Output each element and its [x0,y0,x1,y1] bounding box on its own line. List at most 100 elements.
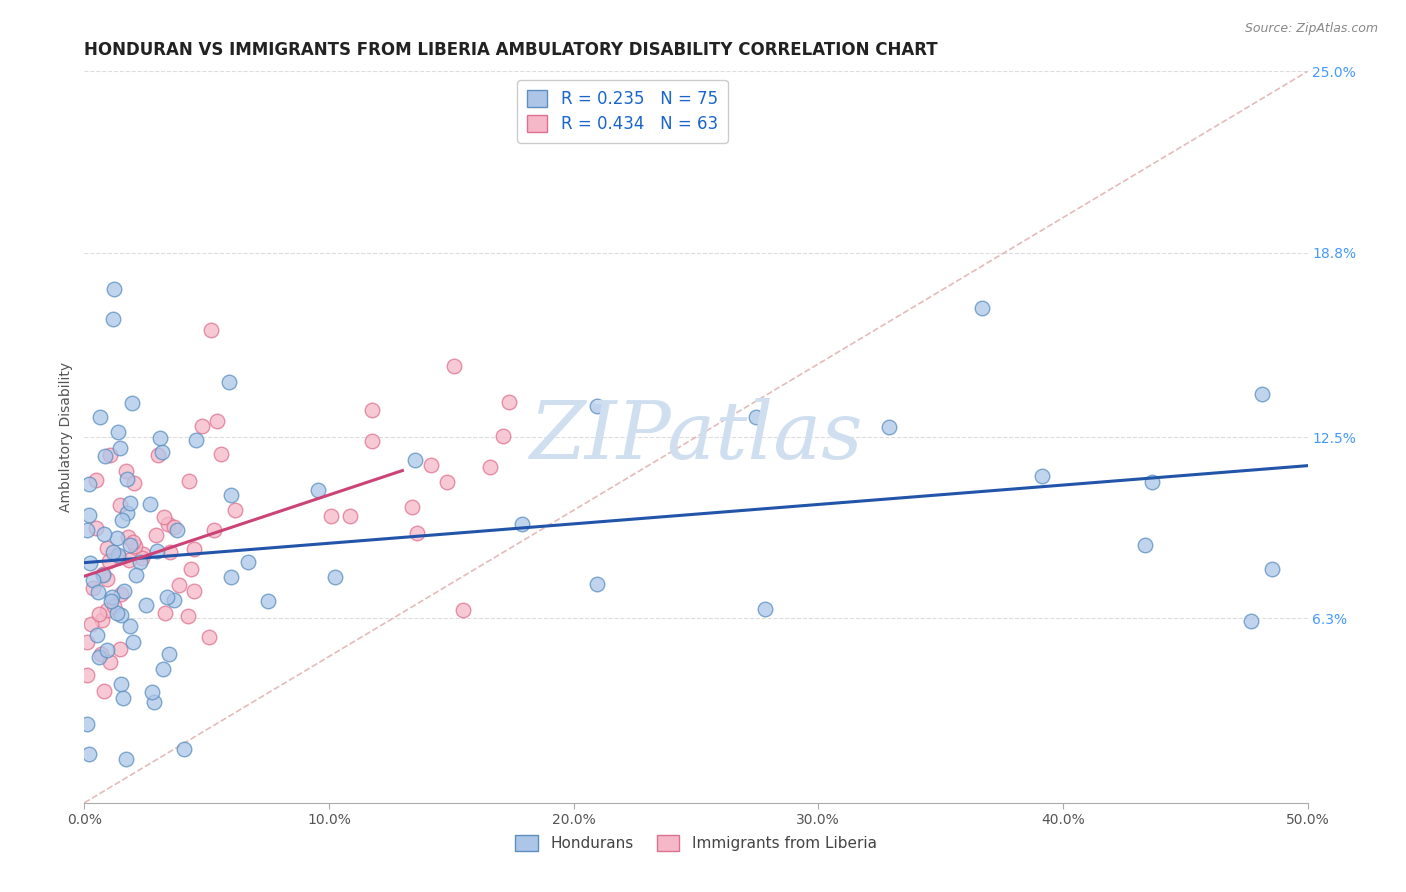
Immigrants from Liberia [498,395,520,409]
Immigrants from Liberia [96,603,118,617]
Hondurans [87,584,110,599]
Immigrants from Liberia [131,547,153,561]
Immigrants from Liberia [197,630,219,644]
Hondurans [139,497,162,511]
Hondurans [173,742,195,756]
Hondurans [105,531,128,545]
Text: ZIPatlas: ZIPatlas [529,399,863,475]
Immigrants from Liberia [361,403,384,417]
Immigrants from Liberia [84,473,107,487]
Hondurans [404,452,426,467]
Immigrants from Liberia [419,458,441,472]
Immigrants from Liberia [96,572,118,586]
Immigrants from Liberia [96,541,118,555]
Immigrants from Liberia [110,587,132,601]
Immigrants from Liberia [80,617,103,632]
Hondurans [101,545,124,559]
Immigrants from Liberia [114,464,136,478]
Immigrants from Liberia [436,475,458,490]
Immigrants from Liberia [86,521,108,535]
Hondurans [89,409,111,424]
Hondurans [218,376,240,390]
Hondurans [157,647,180,661]
Immigrants from Liberia [209,447,232,461]
Hondurans [754,602,776,616]
Hondurans [79,556,101,570]
Immigrants from Liberia [117,530,139,544]
Immigrants from Liberia [159,545,181,559]
Hondurans [118,618,141,632]
Immigrants from Liberia [207,414,229,428]
Hondurans [1140,475,1163,490]
Hondurans [149,431,172,445]
Immigrants from Liberia [153,510,176,524]
Hondurans [115,472,138,486]
Immigrants from Liberia [117,553,139,567]
Immigrants from Liberia [122,535,145,549]
Hondurans [115,506,138,520]
Immigrants from Liberia [177,608,200,623]
Immigrants from Liberia [339,509,361,524]
Hondurans [93,567,115,582]
Hondurans [152,663,174,677]
Hondurans [110,676,132,690]
Immigrants from Liberia [202,524,225,538]
Hondurans [129,555,152,569]
Hondurans [586,399,609,413]
Immigrants from Liberia [177,474,200,488]
Immigrants from Liberia [406,525,429,540]
Immigrants from Liberia [183,541,205,556]
Hondurans [77,508,100,522]
Immigrants from Liberia [76,668,98,682]
Immigrants from Liberia [321,509,343,524]
Hondurans [76,523,98,537]
Immigrants from Liberia [131,551,153,566]
Immigrants from Liberia [98,448,121,462]
Hondurans [82,573,104,587]
Hondurans [184,434,207,448]
Immigrants from Liberia [100,655,122,669]
Hondurans [156,590,179,604]
Immigrants from Liberia [224,503,246,517]
Hondurans [135,599,157,613]
Hondurans [96,643,118,657]
Hondurans [1133,538,1156,552]
Hondurans [586,577,609,591]
Hondurans [256,593,278,607]
Hondurans [142,694,165,708]
Hondurans [100,593,122,607]
Immigrants from Liberia [443,359,465,374]
Hondurans [112,584,135,599]
Hondurans [150,445,173,459]
Hondurans [1031,468,1053,483]
Immigrants from Liberia [191,419,214,434]
Hondurans [87,649,110,664]
Text: Source: ZipAtlas.com: Source: ZipAtlas.com [1244,22,1378,36]
Immigrants from Liberia [145,527,167,541]
Immigrants from Liberia [93,684,115,698]
Immigrants from Liberia [167,577,190,591]
Y-axis label: Ambulatory Disability: Ambulatory Disability [59,362,73,512]
Immigrants from Liberia [110,641,132,656]
Immigrants from Liberia [183,583,205,598]
Hondurans [146,544,169,558]
Hondurans [141,684,163,698]
Immigrants from Liberia [492,429,515,443]
Immigrants from Liberia [479,460,502,475]
Hondurans [114,752,136,766]
Hondurans [103,282,125,296]
Hondurans [111,691,134,706]
Immigrants from Liberia [90,647,112,661]
Immigrants from Liberia [146,448,169,462]
Hondurans [236,556,259,570]
Immigrants from Liberia [401,500,423,514]
Immigrants from Liberia [361,434,384,449]
Immigrants from Liberia [451,603,474,617]
Hondurans [94,449,117,463]
Immigrants from Liberia [98,554,121,568]
Hondurans [86,628,108,642]
Hondurans [110,607,132,622]
Hondurans [77,476,100,491]
Immigrants from Liberia [124,539,146,553]
Hondurans [1260,562,1282,576]
